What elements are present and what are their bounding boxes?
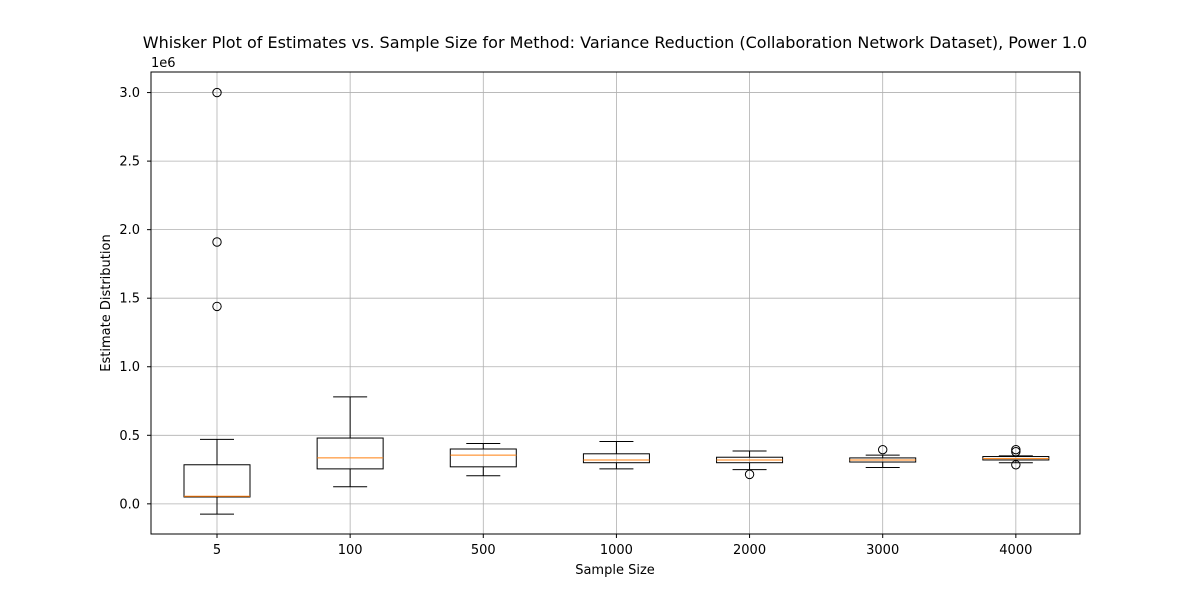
outlier-point — [878, 444, 888, 455]
y-tick-label: 1.0 — [119, 360, 140, 375]
chart-title: Whisker Plot of Estimates vs. Sample Siz… — [143, 33, 1087, 52]
iqr-box — [582, 453, 650, 464]
iqr-box — [316, 437, 384, 470]
outlier-point — [212, 87, 222, 98]
x-tick-label: 5 — [213, 543, 221, 558]
axis-ticks: 0.0 0.5 1.0 1.5 2.0 2.5 3.0 5 100 500 1000 2000 3000… — [119, 86, 1032, 558]
box-group-500 — [449, 443, 517, 477]
x-tick-label: 2000 — [733, 543, 766, 558]
y-tick-label: 1.5 — [119, 292, 140, 307]
x-tick-label: 100 — [338, 543, 363, 558]
box-group-100 — [316, 396, 384, 488]
box-group-1000 — [582, 440, 650, 470]
outlier-point — [212, 301, 222, 312]
box-group-5 — [183, 87, 251, 515]
y-axis-label: Estimate Distribution — [99, 234, 114, 371]
box-group-2000 — [716, 450, 784, 480]
x-tick-label: 1000 — [600, 543, 633, 558]
y-tick-label: 3.0 — [119, 86, 140, 101]
outlier-point — [1011, 460, 1021, 470]
box-series — [183, 87, 1050, 515]
x-tick-label: 500 — [471, 543, 496, 558]
y-tick-label: 0.5 — [119, 429, 140, 444]
y-tick-label: 0.0 — [119, 497, 140, 512]
iqr-box — [183, 464, 251, 498]
outlier-point — [212, 237, 222, 247]
grid-lines — [151, 72, 1080, 534]
iqr-box — [449, 448, 517, 468]
box-group-3000 — [849, 444, 917, 469]
y-tick-label: 2.5 — [119, 155, 140, 170]
outlier-point — [1011, 447, 1021, 457]
y-axis-offset-label: 1e6 — [151, 56, 176, 71]
x-axis-label: Sample Size — [575, 563, 655, 578]
outlier-point — [744, 469, 755, 480]
x-tick-label: 4000 — [999, 543, 1032, 558]
box-group-4000 — [982, 444, 1050, 470]
y-tick-label: 2.0 — [119, 223, 140, 238]
x-tick-label: 3000 — [866, 543, 899, 558]
plot-frame — [150, 71, 1081, 535]
